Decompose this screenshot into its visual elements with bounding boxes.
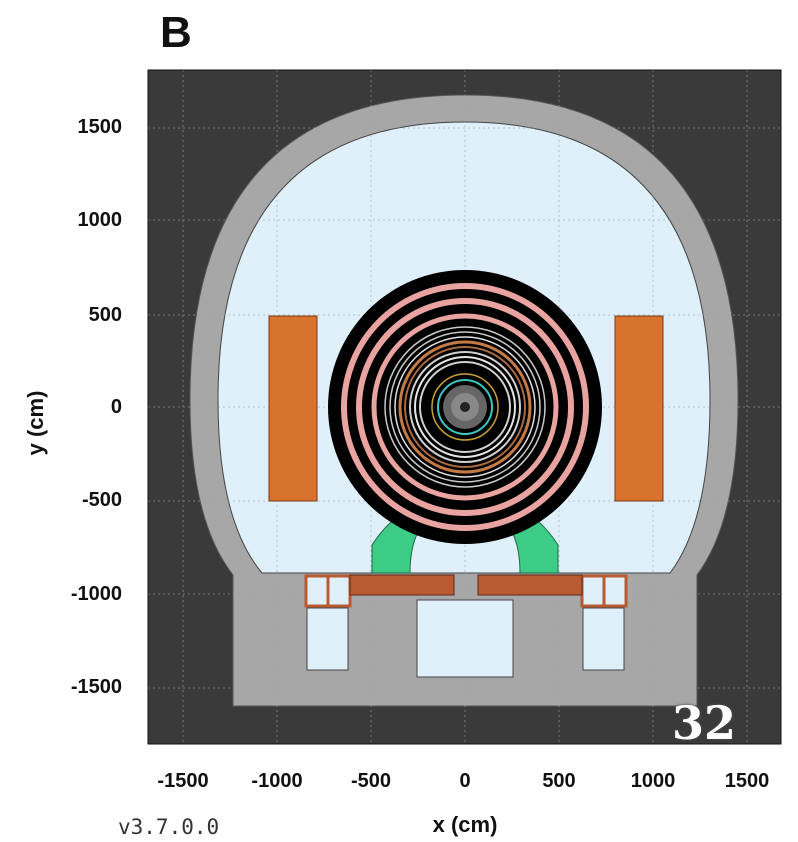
right-platform bbox=[477, 574, 583, 596]
x-tick-label: 0 bbox=[459, 770, 471, 792]
right-magnet bbox=[614, 315, 664, 502]
y-tick-label: 1500 bbox=[77, 116, 123, 138]
left-magnet bbox=[268, 315, 318, 502]
left-platform bbox=[349, 574, 455, 596]
x-tick-label: 500 bbox=[542, 770, 576, 792]
plot-frame bbox=[147, 69, 782, 745]
y-tick-label: 500 bbox=[88, 304, 122, 326]
detector-barrel bbox=[328, 270, 602, 544]
central-pit bbox=[416, 599, 514, 678]
version-label: v3.7.0.0 bbox=[118, 815, 220, 839]
x-tick-label: -500 bbox=[350, 770, 392, 792]
y-tick-label: -500 bbox=[81, 489, 122, 511]
x-tick-label: -1500 bbox=[157, 770, 209, 792]
y-tick-label: 1000 bbox=[77, 209, 123, 231]
y-tick-label: 0 bbox=[110, 396, 122, 418]
y-tick-label: -1500 bbox=[70, 676, 122, 698]
right-service-shaft bbox=[582, 607, 625, 671]
y-tick-label: -1000 bbox=[70, 583, 122, 605]
panel-label: B bbox=[160, 8, 192, 57]
left-platform-frame bbox=[304, 574, 352, 608]
left-service-shaft bbox=[306, 607, 349, 671]
x-tick-label: 1500 bbox=[724, 770, 770, 792]
y-axis-label: y (cm) bbox=[23, 390, 48, 456]
x-tick-label: -1000 bbox=[251, 770, 303, 792]
right-platform-frame bbox=[580, 574, 628, 608]
page-number-badge: 32 bbox=[672, 696, 737, 750]
x-tick-label: 1000 bbox=[630, 770, 676, 792]
x-axis-label: x (cm) bbox=[432, 812, 498, 837]
